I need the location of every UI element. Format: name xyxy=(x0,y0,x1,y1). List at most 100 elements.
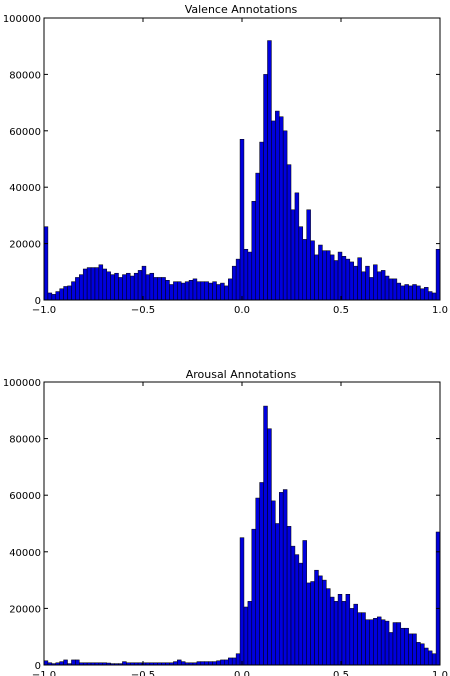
histogram-bar xyxy=(322,579,327,666)
histogram-bar xyxy=(188,280,194,301)
histogram-bar xyxy=(275,523,280,666)
x-tick-label: 1.0 xyxy=(432,670,448,676)
histogram-bar xyxy=(388,278,394,301)
histogram-bar xyxy=(63,286,68,301)
y-tick-label: 0 xyxy=(35,296,41,307)
tick-group: −1.0 −0.5 0.0 0.5 1.0 0 20000 40000 60000 80000 10… xyxy=(3,14,448,316)
histogram-bar xyxy=(259,482,264,666)
histogram-bar xyxy=(306,209,311,301)
histogram-bar xyxy=(216,284,221,301)
histogram-bar xyxy=(141,265,147,301)
histogram-bar xyxy=(267,40,272,301)
histogram-bar xyxy=(231,265,237,301)
histogram-bar xyxy=(263,405,268,666)
y-tick-label: 60000 xyxy=(9,491,41,502)
histogram-bar xyxy=(251,201,256,301)
histogram-bar xyxy=(133,272,139,301)
histogram-bar xyxy=(110,274,115,301)
histogram-bar xyxy=(337,251,343,301)
histogram-bar xyxy=(365,619,370,666)
histogram-bar xyxy=(388,632,394,666)
histogram-bar xyxy=(282,489,288,666)
histogram-bar xyxy=(341,601,347,666)
histogram-bar xyxy=(333,601,339,666)
histogram-bar xyxy=(184,281,190,301)
histogram-bar xyxy=(59,288,64,301)
histogram-bar xyxy=(106,271,111,301)
histogram-bar xyxy=(310,240,315,301)
histogram-bar xyxy=(200,661,206,666)
histogram-bar xyxy=(192,278,198,301)
histogram-bar xyxy=(220,659,225,666)
histogram-bar xyxy=(247,251,253,301)
histogram-bar xyxy=(420,288,425,301)
histogram-bar xyxy=(357,257,362,301)
histogram-bar xyxy=(365,265,370,301)
histogram-bar xyxy=(169,284,174,301)
histogram-bar xyxy=(361,271,366,301)
histogram-bar xyxy=(275,110,280,301)
histogram-bar xyxy=(204,661,209,666)
histogram-bar xyxy=(412,633,417,666)
histogram-bar xyxy=(380,270,386,301)
histogram-bar xyxy=(208,661,213,666)
histogram-bar xyxy=(145,274,151,301)
histogram-bar xyxy=(302,239,307,301)
valence-chart: Valence Annotations −1.0 −0.5 0.0 0.5 1.0 0 20… xyxy=(3,3,448,316)
histogram-bar xyxy=(102,268,107,301)
histogram-bar xyxy=(122,661,127,666)
y-tick-label: 80000 xyxy=(9,435,41,446)
histogram-bar xyxy=(373,618,378,666)
histogram-bar xyxy=(130,275,135,301)
y-tick-label: 40000 xyxy=(9,183,41,194)
histogram-bar xyxy=(47,292,53,301)
x-tick-label: 0.5 xyxy=(333,670,349,676)
bar-group xyxy=(43,405,441,666)
histogram-bar xyxy=(377,271,382,301)
histogram-bar xyxy=(263,74,268,301)
histogram-bar xyxy=(310,581,315,666)
histogram-bar xyxy=(420,643,425,666)
histogram-bar xyxy=(75,277,80,301)
y-tick-label: 0 xyxy=(35,661,41,672)
chart-title: Arousal Annotations xyxy=(186,368,297,381)
y-tick-label: 100000 xyxy=(3,14,41,25)
histogram-bar xyxy=(431,292,437,301)
histogram-bar xyxy=(329,596,335,666)
histogram-bar xyxy=(345,258,351,301)
histogram-bar xyxy=(71,281,76,301)
histogram-bar xyxy=(114,272,119,301)
histogram-bar xyxy=(196,281,202,301)
histogram-bar xyxy=(404,627,409,666)
histogram-bar xyxy=(329,254,335,301)
histogram-bar xyxy=(349,261,354,301)
histogram-bar xyxy=(286,164,292,301)
histogram-bar xyxy=(302,540,307,666)
histogram-bar xyxy=(392,278,398,301)
histogram-bar xyxy=(75,659,80,666)
histogram-bar xyxy=(357,612,362,666)
x-tick-label: −0.5 xyxy=(131,305,155,316)
histogram-bar xyxy=(180,282,186,301)
histogram-bar xyxy=(306,582,311,666)
histogram-bar xyxy=(416,285,421,301)
histogram-bar xyxy=(408,633,413,666)
histogram-bar xyxy=(424,647,429,666)
histogram-bar xyxy=(361,612,366,666)
histogram-bar xyxy=(271,500,276,666)
histogram-bar xyxy=(161,277,166,301)
histogram-bar xyxy=(326,588,331,666)
histogram-bar xyxy=(251,528,256,666)
histogram-bar xyxy=(204,281,209,301)
histogram-bar xyxy=(43,660,49,666)
histogram-bar xyxy=(86,267,92,301)
histogram-bar xyxy=(231,657,237,666)
histogram-bar xyxy=(255,497,260,666)
histogram-bar xyxy=(349,608,354,666)
histogram-bar xyxy=(255,172,260,301)
histogram-bar xyxy=(341,256,347,301)
histogram-bar xyxy=(380,619,386,666)
histogram-bar xyxy=(353,603,358,666)
histogram-bar xyxy=(384,620,390,666)
histogram-bar xyxy=(396,622,402,666)
